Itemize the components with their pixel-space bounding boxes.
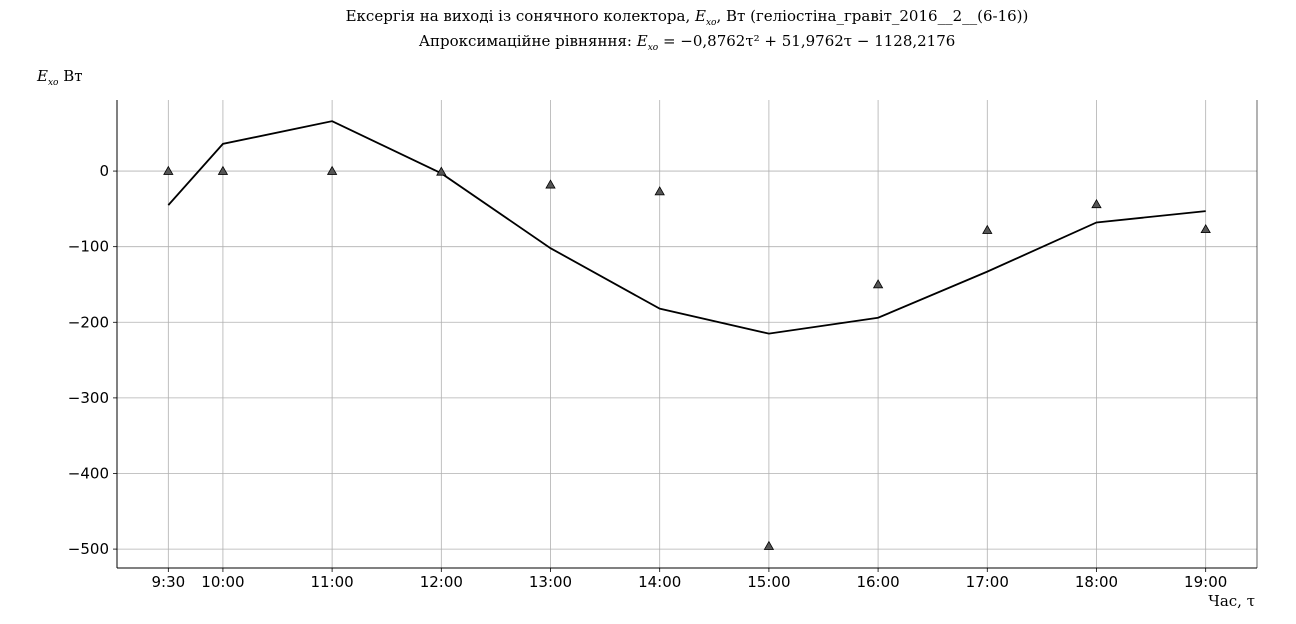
title-line1-variable: E xyxy=(694,7,706,25)
x-tick-label-2: 11:00 xyxy=(310,573,353,591)
x-tick-label-1: 10:00 xyxy=(201,573,244,591)
data-point-2 xyxy=(326,165,338,175)
x-tick-label-8: 17:00 xyxy=(966,573,1009,591)
y-axis-label: Exo Вт xyxy=(37,67,83,88)
y-axis-unit: Вт xyxy=(58,67,83,85)
data-point-9 xyxy=(1091,199,1102,209)
data-point-7 xyxy=(872,279,884,289)
title-line2-variable: E xyxy=(636,32,648,50)
x-tick-label-6: 15:00 xyxy=(747,573,790,591)
y-axis-variable: E xyxy=(37,67,48,85)
y-tick-label-1: −100 xyxy=(68,238,109,256)
data-point-10 xyxy=(1200,223,1211,234)
approximation-line xyxy=(167,120,1206,335)
title-line2-prefix: Апроксимаційне рівняння: xyxy=(418,32,637,50)
chart-title: Ексергія на виході із сонячного колектор… xyxy=(0,7,1296,28)
data-point-6 xyxy=(763,540,775,550)
x-tick-label-4: 13:00 xyxy=(529,573,572,591)
title-line1-suffix: , Вт (геліостіна_гравіт_2016__2__(6-16)) xyxy=(716,7,1029,25)
series-layer xyxy=(163,120,1211,550)
grid xyxy=(117,100,1257,568)
x-tick-label-9: 18:00 xyxy=(1075,573,1118,591)
x-tick-label-3: 12:00 xyxy=(420,573,463,591)
y-tick-label-4: −400 xyxy=(68,464,109,482)
y-tick-label-5: −500 xyxy=(68,540,109,558)
data-point-0 xyxy=(163,165,174,175)
y-tick-label-3: −300 xyxy=(68,389,109,407)
y-tick-label-0: 0 xyxy=(99,162,109,180)
y-tick-label-2: −200 xyxy=(68,313,109,331)
data-point-4 xyxy=(545,179,556,189)
x-axis-label: Час, τ xyxy=(1208,592,1255,610)
data-point-5 xyxy=(654,186,665,196)
x-tick-label-5: 14:00 xyxy=(638,573,681,591)
data-point-3 xyxy=(436,166,447,176)
chart-subtitle: Апроксимаційне рівняння: Exo = −0,8762τ²… xyxy=(0,32,1296,53)
y-axis-subscript: xo xyxy=(47,78,59,88)
x-tick-label-0: 9:30 xyxy=(151,573,185,591)
title-line1-prefix: Ексергія на виході із сонячного колектор… xyxy=(345,7,695,25)
x-tick-label-7: 16:00 xyxy=(856,573,899,591)
title-line2-subscript: xo xyxy=(647,43,659,53)
title-line2-equation: = −0,8762τ² + 51,9762τ − 1128,2176 xyxy=(658,32,956,50)
title-line1-subscript: xo xyxy=(705,18,717,28)
data-point-8 xyxy=(982,224,993,234)
x-tick-label-10: 19:00 xyxy=(1184,573,1227,591)
ticks: 9:30 10:00 11:00 12:00 13:00 14:00 15:00 16:00 1… xyxy=(68,162,1227,591)
axes xyxy=(116,100,1258,569)
data-point-1 xyxy=(217,165,229,175)
